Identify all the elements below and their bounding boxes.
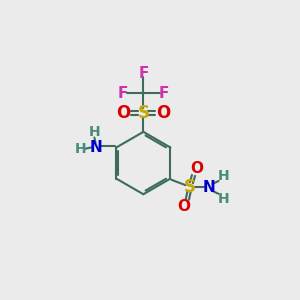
Text: S: S — [137, 104, 149, 122]
Text: N: N — [89, 140, 102, 155]
Text: O: O — [178, 199, 191, 214]
Text: H: H — [218, 191, 229, 206]
Text: F: F — [118, 86, 128, 101]
Text: H: H — [88, 125, 100, 139]
Text: S: S — [184, 178, 196, 196]
Text: H: H — [218, 169, 229, 183]
Text: F: F — [158, 86, 169, 101]
Text: H: H — [74, 142, 86, 156]
Text: O: O — [116, 104, 130, 122]
Text: N: N — [202, 180, 215, 195]
Text: F: F — [138, 66, 148, 81]
Text: O: O — [156, 104, 171, 122]
Text: O: O — [190, 161, 203, 176]
